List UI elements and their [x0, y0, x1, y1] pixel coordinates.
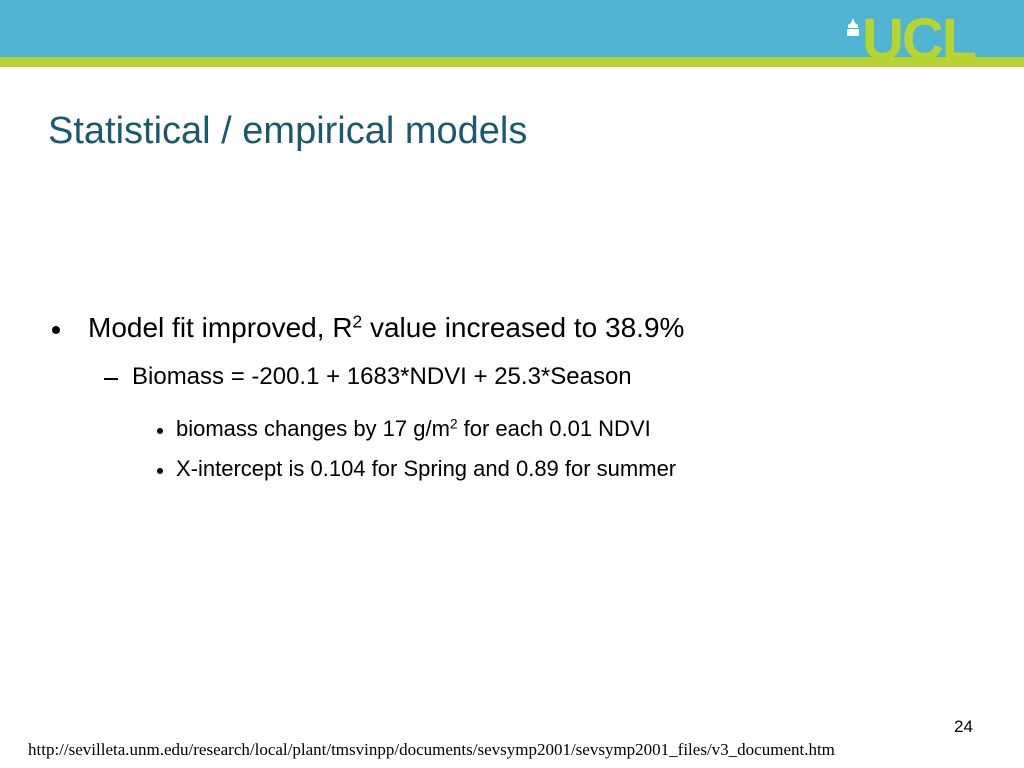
logo-icon: [847, 18, 859, 36]
slide-title: Statistical / empirical models: [48, 110, 528, 152]
sub-bullet-text: Biomass = -200.1 + 1683*NDVI + 25.3*Seas…: [132, 363, 632, 390]
source-url: http://sevilleta.unm.edu/research/local/…: [28, 740, 835, 759]
dash: [104, 378, 118, 380]
text: Model fit improved, R: [88, 312, 353, 343]
text: X-intercept is 0.104 for Spring and 0.89…: [176, 456, 677, 481]
header-strip: [0, 57, 1024, 67]
logo: UCL: [862, 7, 977, 72]
text: for each 0.01 NDVI: [457, 416, 651, 441]
bullet: [157, 468, 163, 474]
bullet: [157, 428, 163, 434]
bullet-text: Model fit improved, R2 value increased t…: [88, 312, 684, 344]
header-band: [0, 0, 1024, 57]
bullet: [52, 326, 60, 334]
superscript: 2: [352, 311, 363, 332]
detail-text: X-intercept is 0.104 for Spring and 0.89…: [176, 456, 676, 482]
detail-text: biomass changes by 17 g/m2 for each 0.01…: [176, 416, 651, 442]
page-number: 24: [954, 717, 973, 736]
superscript: 2: [449, 416, 458, 432]
text: value increased to 38.9%: [362, 312, 685, 343]
text: biomass changes by 17 g/m: [176, 416, 450, 441]
